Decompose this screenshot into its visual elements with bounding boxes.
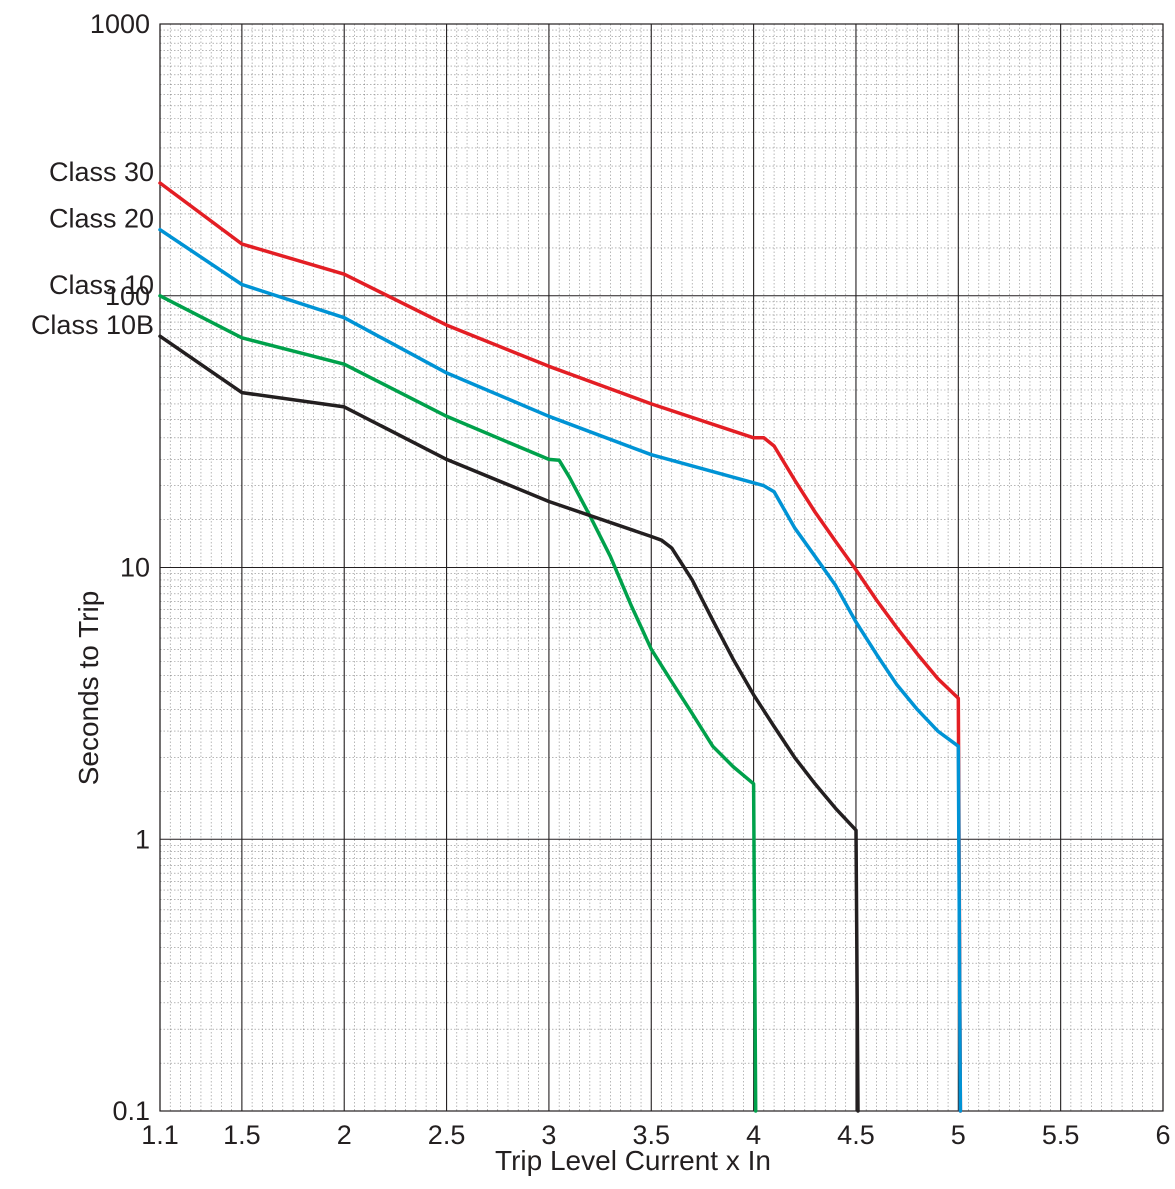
x-tick-label: 3.5 [632,1120,670,1150]
x-tick-label: 4 [746,1120,761,1150]
series-line-class-10b [158,334,860,1113]
major-grid [159,23,1164,1112]
x-tick-label: 3 [541,1120,556,1150]
y-tick-label: 10 [120,553,150,583]
series-label-class-10: Class 10 [49,270,154,300]
series-line-class-10 [158,294,758,1113]
y-tick-label: 1000 [90,9,150,39]
x-tick-label: 4.5 [837,1120,875,1150]
y-tick-labels: 0.1 1 10 100 1000 [90,9,150,1126]
x-tick-label: 1.1 [141,1120,179,1150]
series-line-class-30 [158,181,963,1113]
y-tick-label: 100 [105,281,150,311]
x-axis-label: Trip Level Current x In [495,1145,771,1176]
y-axis-label: Seconds to Trip [73,591,104,786]
series-label-class-10b: Class 10B [31,310,154,340]
y-tick-label: 1 [135,824,150,854]
x-tick-label: 6 [1155,1120,1170,1150]
series-label-class-30: Class 30 [49,157,154,187]
y-tick-label: 0.1 [112,1096,150,1126]
x-tick-label: 2 [337,1120,352,1150]
plot-frame [159,23,1164,1112]
series-lines [158,181,963,1113]
x-tick-labels: 1.1 1.5 2 2.5 3 3.5 4 4.5 5 5.5 6 [141,1120,1170,1150]
series-label-class-20: Class 20 [49,204,154,234]
x-tick-label: 5.5 [1042,1120,1080,1150]
series-labels: Class 30 Class 20 Class 10 Class 10B [31,157,154,340]
series-line-class-20 [158,227,963,1113]
x-tick-label: 5 [951,1120,966,1150]
x-tick-label: 2.5 [428,1120,466,1150]
x-tick-label: 1.5 [223,1120,261,1150]
